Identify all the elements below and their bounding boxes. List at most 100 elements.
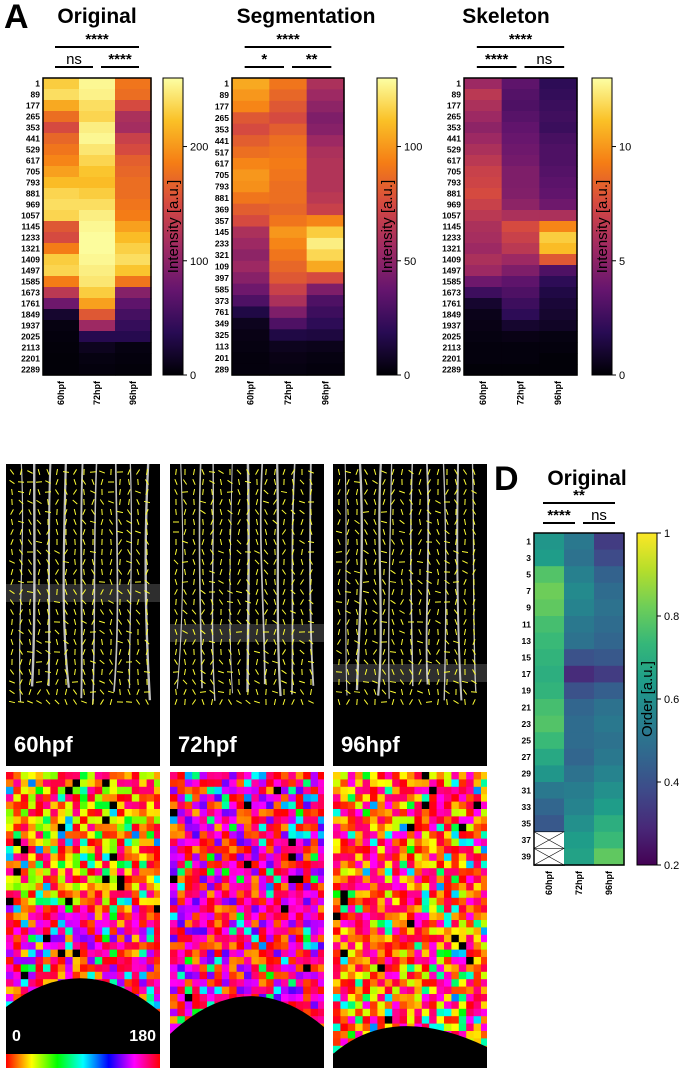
y-tick-label: 13 (522, 636, 532, 646)
y-tick-label: 31 (522, 785, 532, 795)
micrograph-72hpf: 72hpf (170, 464, 324, 766)
y-tick-label: 3 (526, 553, 531, 563)
heatmap-cell (464, 364, 503, 376)
fiber (211, 464, 216, 701)
y-tick-label: 39 (522, 852, 532, 862)
colorbar-tick-label: 0 (190, 370, 196, 382)
heatmap-cell (594, 782, 625, 800)
heatmap-cell (115, 243, 152, 255)
heatmap-cell (269, 260, 308, 273)
heatmap-cell (269, 352, 308, 365)
y-tick-label: 441 (215, 136, 229, 146)
heatmap-cell (501, 276, 540, 288)
significance-label: **** (485, 51, 509, 68)
heatmap-cell (464, 221, 503, 233)
y-tick-label: 2113 (22, 343, 41, 353)
heatmap-cell (306, 329, 345, 342)
micrograph-60hpf: 60hpf (6, 464, 160, 766)
heatmap-cell (564, 682, 595, 700)
chart-title: Original (57, 5, 136, 28)
heatmap-cells (533, 533, 625, 866)
colorbar-tick-label: 100 (190, 256, 208, 268)
heatmap-cell (501, 232, 540, 244)
heatmap-cell (534, 682, 565, 700)
heatmap-cell (43, 133, 80, 145)
heatmap-cell (464, 133, 503, 145)
fiber (309, 464, 315, 686)
heatmap-cell (43, 298, 80, 310)
heatmap-cell (232, 78, 270, 91)
heatmap-cell (534, 815, 565, 833)
heatmap-cell (539, 188, 578, 200)
heatmap-cell (232, 192, 270, 205)
y-tick-label: 35 (522, 819, 532, 829)
y-tick-label: 2025 (21, 332, 40, 342)
missing-cell-hatch (533, 848, 565, 866)
heatmap-cell (594, 748, 625, 766)
fiber (62, 464, 70, 688)
fiber (355, 464, 363, 691)
significance-label: ** (573, 487, 585, 504)
heatmap-cell (564, 632, 595, 650)
y-tick-label: 1849 (442, 310, 461, 320)
heatmap-cell (594, 665, 625, 683)
heatmap-cell (269, 329, 308, 342)
y-tick-label: 25 (522, 736, 532, 746)
heatmap-cell (594, 599, 625, 617)
heatmap-cell (539, 100, 578, 112)
heatmap-cell (539, 111, 578, 123)
y-tick-label: 1 (224, 79, 229, 89)
heatmap-cell (115, 111, 152, 123)
y-tick-label: 397 (215, 273, 229, 283)
significance-label: **** (85, 31, 109, 48)
significance-label: ns (66, 51, 82, 68)
y-tick-label: 2201 (21, 354, 40, 364)
y-tick-label: 617 (215, 159, 229, 169)
colorbar-tick-label: 1 (664, 528, 670, 540)
heatmap-cell (594, 682, 625, 700)
heatmap-cell (564, 831, 595, 849)
heatmap-cell (232, 329, 270, 342)
y-tick-label: 1585 (442, 277, 461, 287)
heatmap-cell (43, 254, 80, 266)
heatmap-cell (79, 353, 116, 365)
heatmap-cell (232, 249, 270, 262)
fiber (80, 464, 84, 699)
heatmap-cell (564, 732, 595, 750)
heatmap-cell (539, 353, 578, 365)
heatmap-cell (79, 243, 116, 255)
heatmap-cell (79, 100, 116, 112)
fiber (30, 464, 36, 687)
heatmap-cell (115, 309, 152, 321)
heatmap-frame (42, 77, 152, 376)
heatmap-cell (43, 309, 80, 321)
colorbar-tick-label: 50 (404, 256, 416, 268)
heatmap-cell (115, 177, 152, 189)
y-tick-label: 33 (522, 802, 532, 812)
fiber (471, 464, 477, 692)
heatmap-cell (534, 549, 565, 567)
y-tick-label: 7 (526, 586, 531, 596)
heatmap-cell (43, 144, 80, 156)
heatmap-cell (564, 566, 595, 584)
heatmap-cell (269, 100, 308, 113)
heatmap-cell (594, 831, 625, 849)
heatmap-cell (501, 122, 540, 134)
heatmap-cell (79, 78, 116, 90)
heatmap-cell (539, 89, 578, 101)
y-tick-label: 265 (447, 112, 461, 122)
orientation-vectors (172, 468, 315, 706)
y-tick-label: 2201 (442, 354, 461, 364)
significance-label: **** (509, 31, 533, 48)
colorbar-tick-label: 10 (619, 142, 631, 154)
fiber (442, 464, 447, 701)
fiber (246, 464, 250, 693)
tissue-shadow (170, 686, 324, 766)
heatmap-cell (43, 166, 80, 178)
heatmap-cell (79, 210, 116, 222)
heatmap-cell (269, 78, 308, 91)
heatmap-cell (269, 123, 308, 136)
heatmap-cell (594, 632, 625, 650)
heatmap-cell (539, 265, 578, 277)
heatmap-frame (533, 532, 625, 866)
